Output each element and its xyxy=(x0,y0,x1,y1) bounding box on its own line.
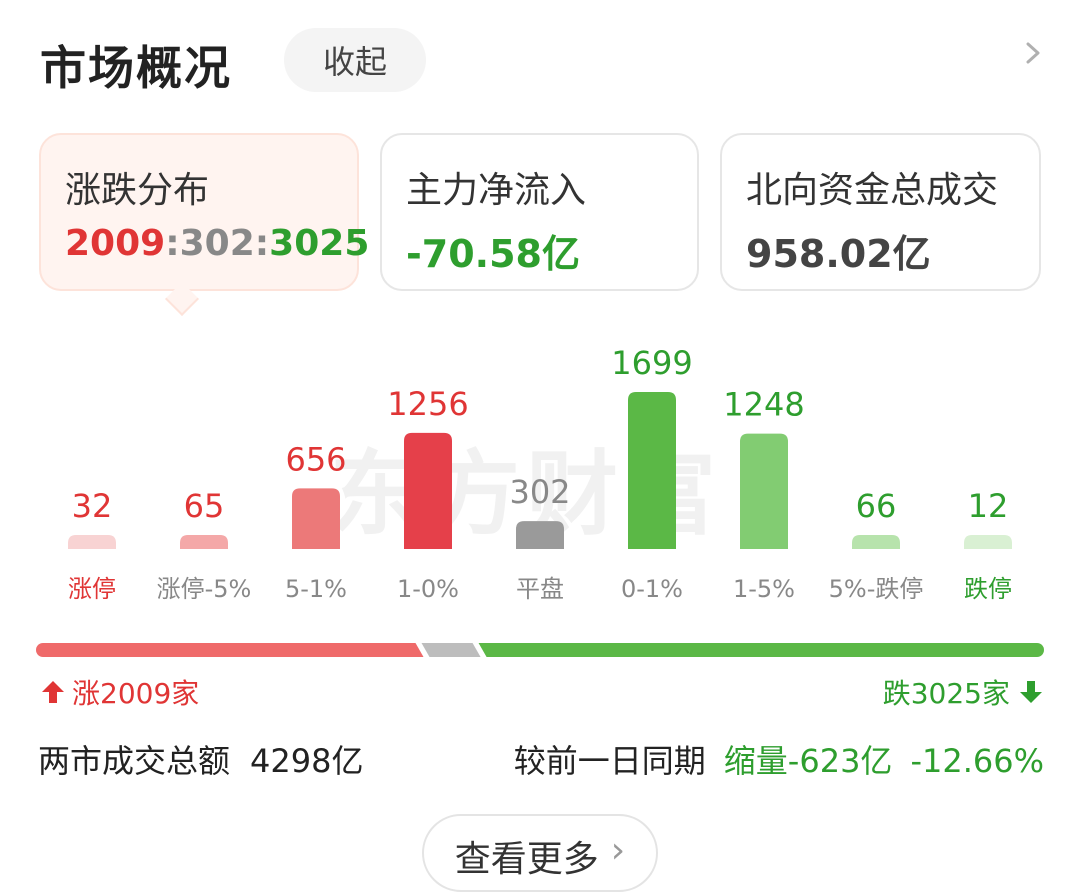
bar xyxy=(68,535,116,549)
bar xyxy=(628,392,676,549)
bar-value-label: 12 xyxy=(968,487,1009,525)
card-label: 北向资金总成交 xyxy=(746,170,999,211)
strip-down xyxy=(478,643,1044,657)
bar xyxy=(404,432,452,549)
flat-count: 302 xyxy=(179,223,255,264)
category-label: 涨停-5% xyxy=(157,575,252,603)
category-label: 1-5% xyxy=(733,575,795,603)
page-title: 市场概况 xyxy=(40,41,232,95)
net-inflow-value: -70.58亿 xyxy=(406,232,580,276)
category-label: 1-0% xyxy=(397,575,459,603)
bar xyxy=(964,535,1012,549)
strip-flat xyxy=(421,643,481,657)
total-turnover-label: 两市成交总额 xyxy=(38,742,231,780)
card-northbound-turnover[interactable]: 北向资金总成交 958.02亿 xyxy=(720,133,1041,291)
view-more-button[interactable]: 查看更多 › xyxy=(422,814,658,892)
card-main-net-inflow[interactable]: 主力净流入 -70.58亿 xyxy=(380,133,699,291)
rise-flat-fall-ratio: 2009:302:3025 xyxy=(65,223,370,264)
bar-value-label: 1699 xyxy=(611,344,692,382)
category-label: 5%-跌停 xyxy=(829,575,924,603)
category-label: 5-1% xyxy=(285,575,347,603)
chevron-right-icon[interactable] xyxy=(1022,42,1044,64)
bar-value-label: 65 xyxy=(184,487,225,525)
collapse-button[interactable]: 收起 xyxy=(284,28,426,92)
strip-up xyxy=(36,643,424,657)
turnover-comparison: 较前一日同期 缩量-623亿 -12.66% xyxy=(514,736,1044,782)
bar-value-label: 1248 xyxy=(723,386,804,424)
arrow-up-icon xyxy=(42,681,64,703)
total-turnover: 两市成交总额 4298亿 xyxy=(38,736,363,782)
category-label: 0-1% xyxy=(621,575,683,603)
category-label: 涨停 xyxy=(68,575,116,603)
card-label: 涨跌分布 xyxy=(65,170,210,211)
card-label: 主力净流入 xyxy=(406,170,587,211)
bar-value-label: 302 xyxy=(509,473,570,511)
header: 市场概况 收起 xyxy=(40,28,1050,98)
bar-value-label: 1256 xyxy=(387,385,468,423)
arrow-down-icon xyxy=(1020,681,1042,703)
bar xyxy=(516,521,564,549)
up-summary: 涨2009家 xyxy=(40,672,199,712)
down-summary: 跌3025家 xyxy=(883,672,1044,712)
bar-value-label: 656 xyxy=(285,440,346,478)
distribution-bar-chart: 32 涨停 65 涨停-5% 656 5-1% 1256 1-0% 302 平盘 1699 0-1% 1… xyxy=(68,344,1012,603)
bar-value-label: 66 xyxy=(856,487,897,525)
bar xyxy=(180,535,228,549)
compare-label: 较前一日同期 xyxy=(513,742,706,780)
breadth-strip xyxy=(36,643,1044,657)
chevron-right-icon: › xyxy=(610,830,626,871)
bar xyxy=(852,535,900,549)
change-amount: 缩量-623亿 xyxy=(723,742,893,780)
card-rise-fall-distribution[interactable]: 涨跌分布 2009:302:3025 xyxy=(39,133,369,291)
category-label: 平盘 xyxy=(516,575,564,603)
down-count: 3025 xyxy=(269,223,370,264)
category-label: 跌停 xyxy=(964,575,1012,603)
bar-value-label: 32 xyxy=(72,487,113,525)
change-percent: -12.66% xyxy=(910,742,1044,780)
bar xyxy=(292,488,340,549)
bar xyxy=(740,433,788,549)
total-turnover-value: 4298亿 xyxy=(250,742,364,780)
up-count: 2009 xyxy=(65,223,166,264)
northbound-value: 958.02亿 xyxy=(746,232,931,276)
